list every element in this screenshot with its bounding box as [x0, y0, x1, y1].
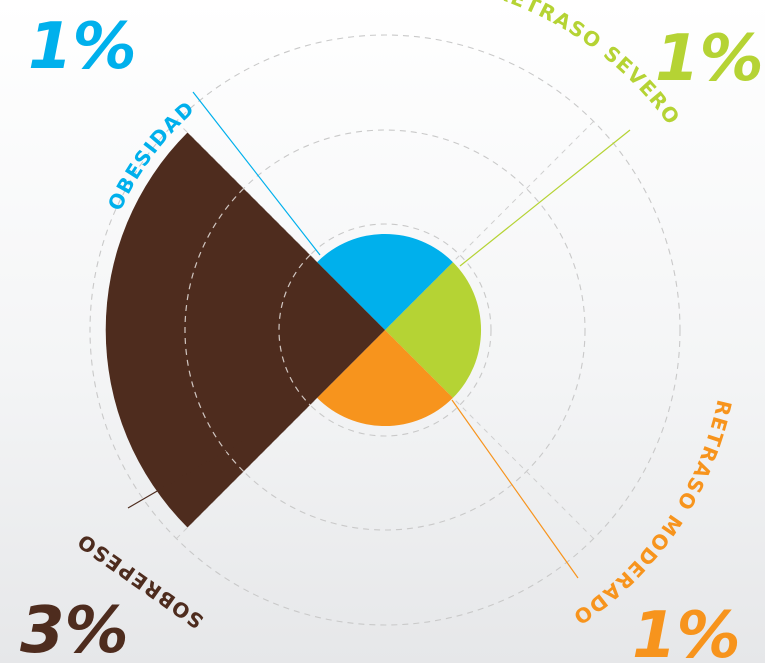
leader-line-retraso-severo	[459, 129, 631, 267]
wedge-sobrepeso	[105, 132, 386, 528]
value-label-sobrepeso: 3%	[20, 594, 129, 663]
wedges	[105, 132, 482, 528]
category-label-retraso-moderado: RETRASO MODERADO	[568, 398, 736, 631]
leader-line-obesidad	[192, 91, 321, 256]
wedge-retraso-severo	[385, 262, 482, 398]
grid-ring-overlay-1	[278, 254, 311, 406]
leader-line-sobrepeso	[127, 439, 246, 509]
grid-overlay	[184, 188, 311, 472]
value-label-retraso-severo: 1%	[655, 22, 764, 96]
value-label-retraso-moderado: 1%	[632, 599, 741, 663]
wedge-retraso-moderado	[317, 330, 453, 427]
wedge-obesidad	[317, 233, 453, 330]
grid-ring-3	[89, 34, 681, 626]
leader-lines	[127, 91, 631, 579]
leader-line-retraso-moderado	[451, 399, 579, 579]
grid-ring-overlay-2	[184, 188, 245, 472]
value-label-obesidad: 1%	[28, 10, 137, 84]
